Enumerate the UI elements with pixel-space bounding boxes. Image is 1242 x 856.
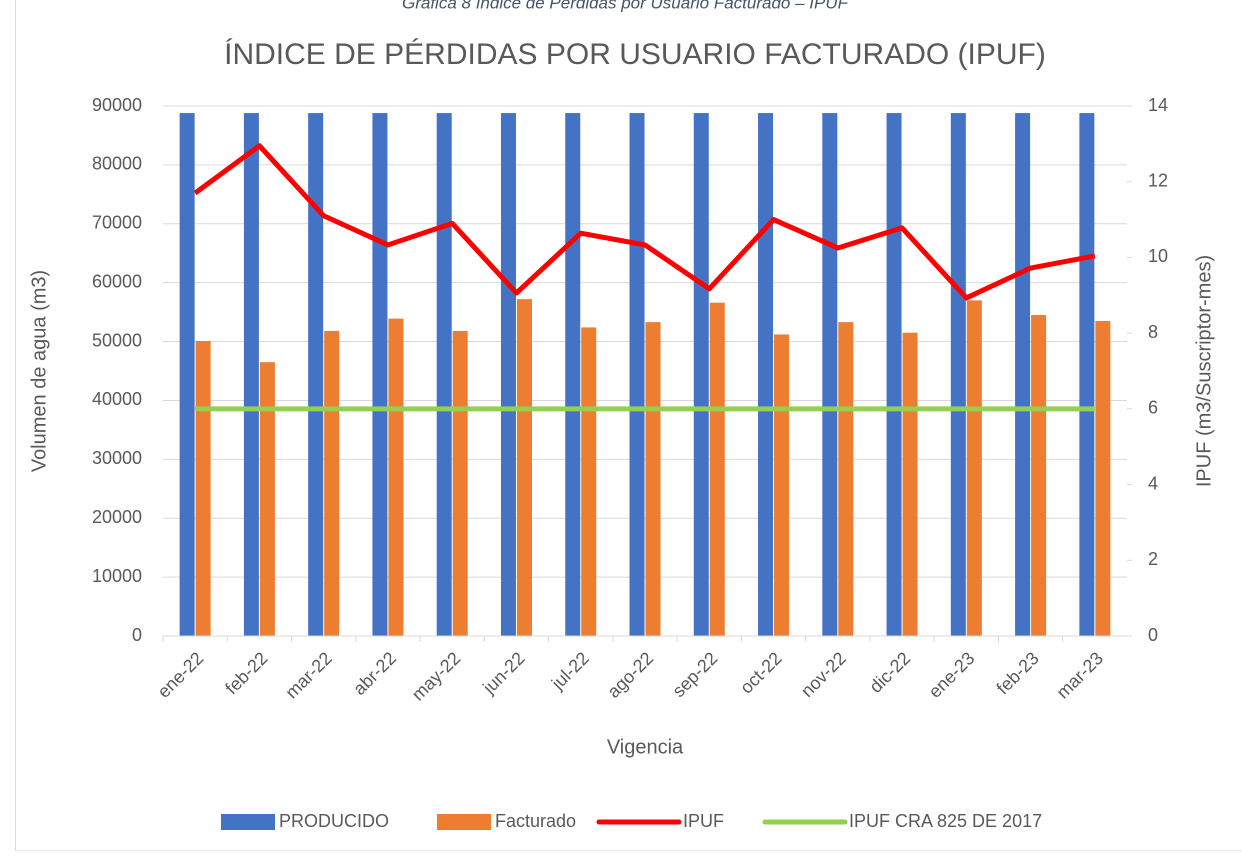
bar [710,303,725,636]
y2-tick-label: 4 [1148,473,1158,493]
chart-title: ÍNDICE DE PÉRDIDAS POR USUARIO FACTURADO… [224,38,1046,71]
bar [1079,113,1094,636]
bar [180,113,195,636]
bar [887,113,902,636]
bar [838,322,853,636]
bar [1095,321,1110,636]
bar [581,327,596,636]
y2-axis-title: IPUF (m3/Suscriptor-mes) [1193,255,1215,487]
bar [501,113,516,636]
legend-swatch [437,814,491,830]
bar [903,333,918,636]
y2-tick-label: 14 [1148,95,1168,115]
bar [758,113,773,636]
bar [324,331,339,636]
y-tick-label: 90000 [92,95,142,115]
y-tick-label: 40000 [92,389,142,409]
legend-swatch [221,814,275,830]
legend-label: IPUF [683,811,724,831]
bar [437,113,452,636]
bar [1031,315,1046,636]
y-axis-title: Volumen de agua (m3) [28,270,50,472]
y-tick-label: 70000 [92,213,142,233]
y2-tick-label: 6 [1148,398,1158,418]
y-tick-label: 0 [132,625,142,645]
bar [565,113,580,636]
y-tick-label: 10000 [92,566,142,586]
y-tick-label: 60000 [92,271,142,291]
y2-tick-label: 2 [1148,549,1158,569]
bar [1015,113,1030,636]
legend-label: Facturado [495,811,576,831]
y2-tick-label: 10 [1148,246,1168,266]
y-tick-label: 50000 [92,330,142,350]
y2-tick-label: 0 [1148,625,1158,645]
y2-tick-label: 12 [1148,170,1168,190]
bar [196,341,211,636]
legend-label: IPUF CRA 825 DE 2017 [849,811,1042,831]
bar [244,113,259,636]
bar [517,299,532,636]
x-axis-title: Vigencia [607,736,684,758]
bar [260,362,275,636]
caption: Gráfica 8 Índice de Pérdidas por Usuario… [402,0,850,12]
bar [388,319,403,636]
y-tick-label: 30000 [92,448,142,468]
bar [822,113,837,636]
y-tick-label: 20000 [92,507,142,527]
bar [694,113,709,636]
bar [453,331,468,636]
bar [774,334,789,636]
bar [308,113,323,636]
bar [967,300,982,636]
legend-label: PRODUCIDO [279,811,389,831]
bar [646,322,661,636]
bar [630,113,645,636]
bar [951,113,966,636]
bar [372,113,387,636]
y2-tick-label: 8 [1148,322,1158,342]
y-tick-label: 80000 [92,154,142,174]
